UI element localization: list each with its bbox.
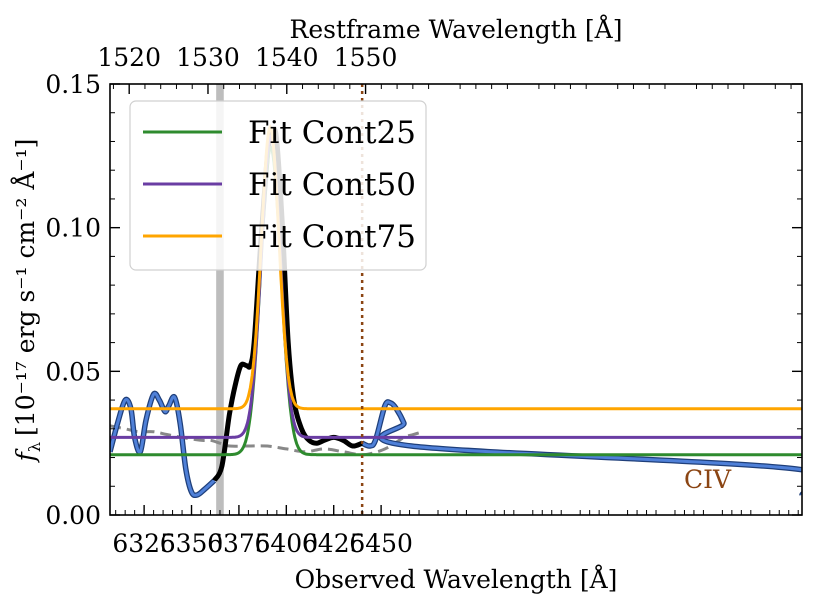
- legend-label-2: Fit Cont75: [248, 219, 416, 255]
- legend-label-1: Fit Cont50: [248, 167, 416, 203]
- x-tick-label-6350: 6350: [160, 529, 224, 558]
- observed-spectrum-blue-line-1: [361, 400, 802, 497]
- y-axis-title: fλ [10⁻¹⁷ erg s⁻¹ cm⁻² Å⁻¹]: [10, 139, 44, 464]
- x-tick-label-6325: 6325: [112, 529, 176, 558]
- top-tick-label-1530: 1530: [176, 43, 240, 72]
- x-axis-title: Observed Wavelength [Å]: [295, 564, 618, 594]
- legend-box: [129, 100, 427, 271]
- y-axis-title-subscript: λ: [25, 442, 44, 452]
- top-axis-title: Restframe Wavelength [Å]: [290, 14, 623, 44]
- vline-label: CIV: [684, 465, 732, 494]
- legend-label-0: Fit Cont25: [248, 115, 416, 151]
- y-axis-title-units: [10⁻¹⁷ erg s⁻¹ cm⁻² Å⁻¹]: [10, 139, 40, 436]
- x-tick-label-6400: 6400: [255, 529, 319, 558]
- top-tick-label-1520: 1520: [97, 43, 161, 72]
- y-tick-label-0: 0.00: [45, 501, 101, 530]
- x-tick-label-6375: 6375: [207, 529, 271, 558]
- top-tick-label-1550: 1550: [334, 43, 398, 72]
- legend: Fit Cont25 Fit Cont50 Fit Cont75: [129, 100, 427, 271]
- fit-cont25-line: [110, 145, 802, 457]
- top-tick-label-1540: 1540: [255, 43, 319, 72]
- y-tick-label-3: 0.15: [45, 70, 101, 99]
- y-axis-title-symbol: f: [11, 448, 40, 463]
- y-tick-label-2: 0.10: [45, 214, 101, 243]
- shaded-band: [216, 84, 224, 515]
- y-tick-label-1: 0.05: [45, 357, 101, 386]
- observed-spectrum-blue-line-0: [110, 391, 216, 497]
- fit-cont50-line: [110, 134, 802, 439]
- x-tick-label-6450: 6450: [349, 529, 413, 558]
- fit-cont75-line: [110, 124, 802, 411]
- x-tick-label-6425: 6425: [302, 529, 366, 558]
- error-spectrum-line: [110, 424, 424, 457]
- plot-frame: [109, 83, 803, 516]
